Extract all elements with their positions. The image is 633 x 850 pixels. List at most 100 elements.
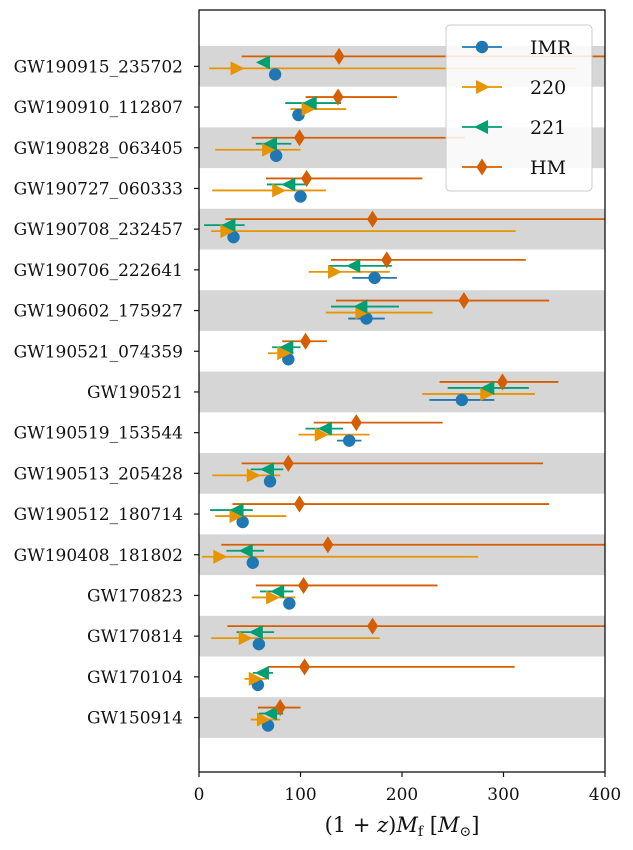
marker-221: [281, 177, 296, 192]
legend-box: [445, 24, 593, 192]
y-tick-label: GW190521_074359: [14, 342, 183, 362]
row-band: [199, 615, 605, 657]
marker-220: [277, 346, 292, 361]
x-axis-label-unit-m: M: [437, 813, 460, 837]
legend-marker-221: [474, 120, 488, 134]
marker-220: [272, 183, 287, 198]
marker-220: [262, 142, 277, 157]
marker-221: [270, 584, 285, 599]
y-tick-label: GW190513_205428: [14, 464, 183, 484]
x-tick-label: 100: [284, 785, 316, 805]
marker-221: [229, 503, 244, 518]
legend-marker-hm: [476, 158, 488, 176]
x-axis-label-unit-close: ]: [471, 813, 479, 837]
y-tick-label: GW190706_222641: [14, 261, 183, 281]
x-axis-label-open: (1 +: [325, 813, 378, 837]
y-tick-label: GW150914: [87, 709, 183, 729]
y-tick-label: GW190519_153544: [14, 424, 183, 444]
marker-220: [230, 61, 245, 76]
row-band: [199, 453, 605, 494]
x-tick-label: 200: [386, 785, 418, 805]
marker-imr: [455, 393, 469, 407]
marker-hm: [282, 454, 294, 472]
marker-220: [246, 468, 261, 483]
marker-221: [263, 706, 278, 721]
legend-label-imr: IMR: [530, 37, 572, 59]
row-band: [199, 534, 605, 576]
legend-label-220: 220: [530, 77, 566, 99]
marker-221: [254, 665, 269, 680]
x-tick-label: 300: [487, 785, 519, 805]
y-tick-label: GW170814: [87, 627, 183, 647]
row-band: [199, 371, 605, 413]
marker-220: [327, 264, 342, 279]
y-tick-label: GW170104: [87, 668, 183, 688]
marker-220: [238, 631, 253, 646]
marker-221: [238, 543, 253, 558]
y-tick-label: GW190828_063405: [14, 139, 183, 159]
marker-220: [301, 102, 316, 117]
marker-221: [317, 421, 332, 436]
y-tick-label: GW190708_232457: [14, 220, 183, 240]
marker-221: [279, 340, 294, 355]
marker-hm: [333, 47, 345, 65]
marker-220: [248, 671, 263, 686]
x-axis-label-m: M: [395, 813, 418, 837]
x-axis-label-sub: f: [418, 824, 425, 840]
y-tick-label: GW190910_112807: [14, 98, 183, 118]
marker-imr: [246, 556, 259, 569]
marker-220: [266, 590, 281, 605]
legend-marker-220: [476, 80, 490, 94]
data-markers: [213, 47, 508, 732]
y-tick-label: GW190915_235702: [14, 57, 183, 77]
y-tick-label: GW190727_060333: [14, 179, 183, 199]
marker-imr: [268, 68, 282, 81]
marker-hm: [299, 658, 311, 676]
x-axis-ticks: 0 100 200 300 400: [194, 772, 621, 805]
row-band: [199, 208, 605, 250]
marker-hm: [300, 332, 312, 350]
marker-hm: [298, 576, 310, 594]
x-axis-label-unit-sub: ⊙: [459, 824, 471, 840]
x-axis-label-z: z: [376, 813, 389, 837]
y-tick-label: GW190521: [87, 383, 183, 403]
x-axis-label-close: ): [388, 813, 396, 837]
marker-hm: [367, 210, 379, 228]
y-tick-label: GW190602_175927: [14, 302, 183, 322]
marker-221: [221, 218, 236, 233]
marker-hm: [301, 169, 313, 187]
marker-imr: [368, 271, 381, 285]
y-axis-ticks: GW190915_235702 GW190910_112807 GW190828_0…: [14, 57, 199, 729]
y-tick-label: GW190512_180714: [14, 505, 183, 525]
marker-imr: [236, 515, 249, 529]
marker-hm: [293, 495, 305, 513]
marker-220: [314, 427, 329, 442]
marker-hm: [322, 536, 334, 554]
marker-imr: [252, 637, 266, 651]
marker-221: [263, 136, 278, 151]
legend-label-221: 221: [530, 117, 566, 139]
marker-221: [255, 55, 270, 70]
marker-hm: [350, 414, 362, 432]
marker-221: [346, 258, 361, 273]
y-tick-label: GW190408_181802: [14, 546, 183, 566]
marker-220: [220, 224, 235, 239]
marker-imr: [283, 597, 296, 610]
marker-hm: [381, 251, 393, 269]
marker-221: [248, 625, 263, 640]
marker-hm: [496, 373, 508, 391]
y-tick-label: GW170823: [87, 586, 183, 606]
x-axis-label: (1 + z)Mf [M⊙]: [325, 813, 480, 840]
x-tick-label: 0: [194, 785, 205, 805]
marker-imr: [263, 475, 277, 488]
marker-hm: [332, 88, 344, 106]
marker-hm: [367, 617, 379, 635]
marker-220: [256, 712, 271, 727]
marker-221: [302, 96, 317, 111]
marker-220: [480, 386, 495, 401]
marker-imr: [269, 149, 283, 162]
x-axis-label-unit-open: [: [423, 813, 438, 837]
legend-label-hm: HM: [530, 157, 566, 179]
marker-imr: [343, 434, 356, 447]
